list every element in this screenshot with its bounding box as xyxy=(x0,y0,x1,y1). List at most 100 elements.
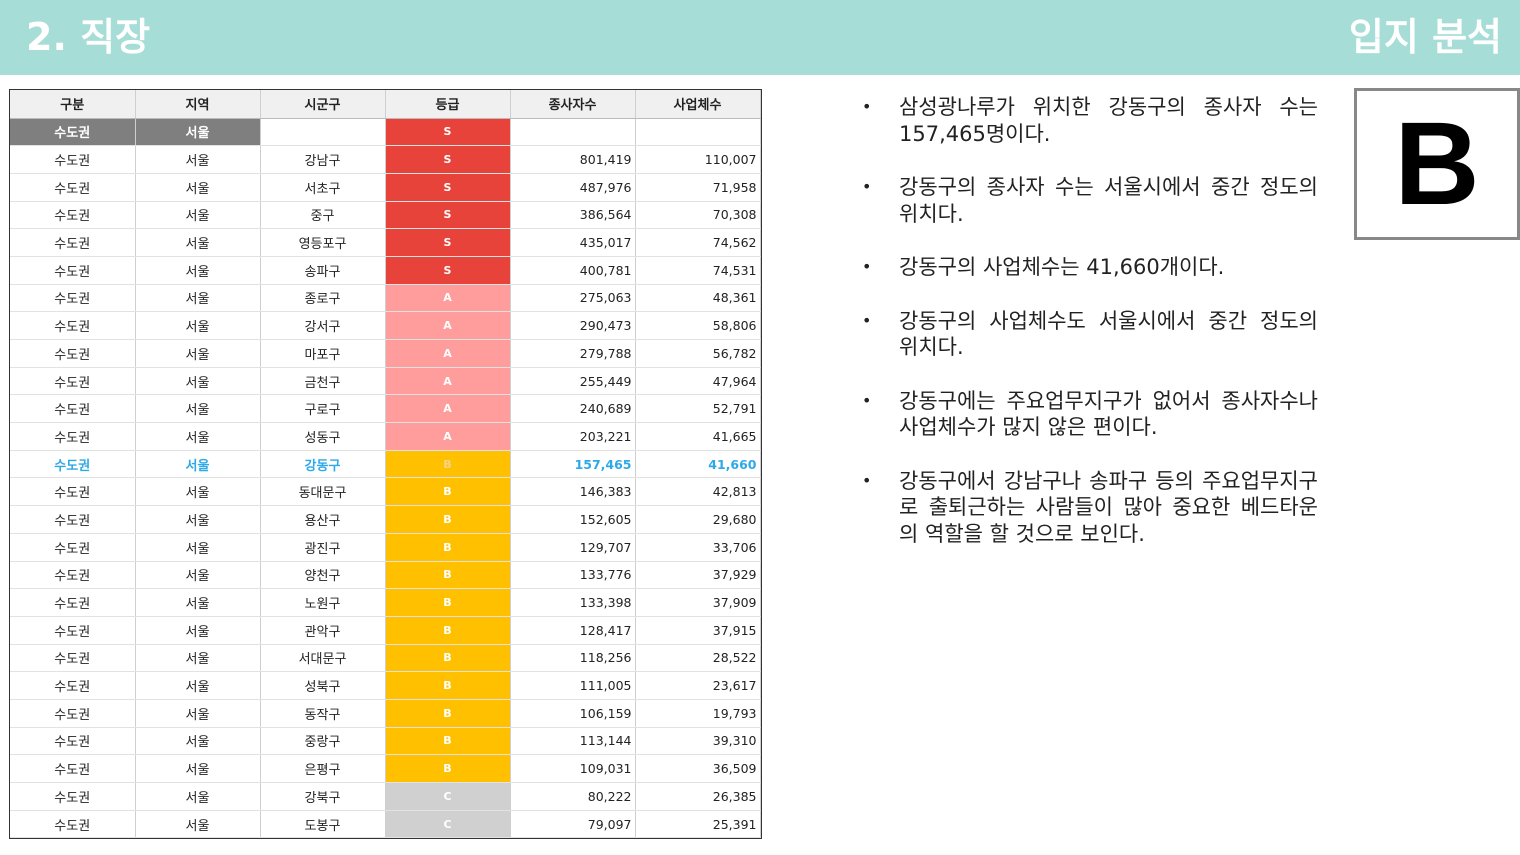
region-cell: 서울 xyxy=(135,810,261,839)
businesses-cell: 48,361 xyxy=(635,284,761,313)
bullet-item: • 강동구의 사업체수는 41,660개이다. xyxy=(862,254,1318,281)
table-row: 수도권 서울 구로구 A 240,689 52,791 xyxy=(10,394,761,424)
workers-cell: 80,222 xyxy=(510,782,636,811)
table-row: 수도권 서울 금천구 A 255,449 47,964 xyxy=(10,367,761,396)
region-cell: 서울 xyxy=(135,422,261,451)
category-cell: 수도권 xyxy=(10,450,136,479)
businesses-cell: 25,391 xyxy=(635,810,761,839)
category-cell: 수도권 xyxy=(10,118,136,147)
grade-cell: S xyxy=(385,256,511,285)
region-cell: 서울 xyxy=(135,201,261,230)
table-row: 수도권 서울 영등포구 S 435,017 74,562 xyxy=(10,228,761,257)
workers-cell: 111,005 xyxy=(510,671,636,700)
businesses-cell: 28,522 xyxy=(635,644,761,673)
workers-cell: 255,449 xyxy=(510,367,636,396)
district-cell: 도봉구 xyxy=(260,810,386,839)
bullet-item: • 강동구에서 강남구나 송파구 등의 주요업무지구로 출퇴근하는 사람들이 많아… xyxy=(862,468,1318,548)
workers-cell: 240,689 xyxy=(510,394,636,424)
businesses-cell: 19,793 xyxy=(635,699,761,728)
region-cell: 서울 xyxy=(135,173,261,202)
region-cell: 서울 xyxy=(135,644,261,673)
grade-cell: A xyxy=(385,311,511,340)
district-cell: 양천구 xyxy=(260,561,386,590)
businesses-cell: 41,660 xyxy=(635,450,761,479)
grade-cell: S xyxy=(385,201,511,230)
workers-cell: 400,781 xyxy=(510,256,636,285)
workers-cell: 275,063 xyxy=(510,284,636,313)
region-cell: 서울 xyxy=(135,754,261,783)
businesses-cell: 74,562 xyxy=(635,228,761,257)
table-row: 수도권 서울 동작구 B 106,159 19,793 xyxy=(10,699,761,728)
grade-cell: B xyxy=(385,616,511,645)
workers-cell: 113,144 xyxy=(510,727,636,756)
workers-cell: 79,097 xyxy=(510,810,636,839)
grade-cell: S xyxy=(385,145,511,174)
bullet-marker: • xyxy=(862,257,872,276)
table-row: 수도권 서울 서초구 S 487,976 71,958 xyxy=(10,173,761,202)
workers-cell: 801,419 xyxy=(510,145,636,174)
district-cell: 광진구 xyxy=(260,533,386,562)
workers-cell: 106,159 xyxy=(510,699,636,728)
table-header-row: 구분 지역 시군구 등급 종사자수 사업체수 xyxy=(10,90,761,119)
table-row: 수도권 서울 도봉구 C 79,097 25,391 xyxy=(10,810,761,839)
grade-cell: S xyxy=(385,118,511,147)
workers-cell: 203,221 xyxy=(510,422,636,451)
region-cell: 서울 xyxy=(135,727,261,756)
bullet-item: • 강동구에는 주요업무지구가 없어서 종사자수나 사업체수가 많지 않은 편이다… xyxy=(862,388,1318,441)
category-cell: 수도권 xyxy=(10,782,136,811)
region-cell: 서울 xyxy=(135,284,261,313)
workers-cell: 279,788 xyxy=(510,339,636,368)
table-row: 수도권 서울 강동구 B 157,465 41,660 xyxy=(10,450,761,479)
bullet-text: 강동구에서 강남구나 송파구 등의 주요업무지구로 출퇴근하는 사람들이 많아 … xyxy=(899,468,1318,546)
grade-cell: A xyxy=(385,284,511,313)
category-cell: 수도권 xyxy=(10,284,136,313)
grade-cell: B xyxy=(385,727,511,756)
workers-cell: 152,605 xyxy=(510,505,636,534)
region-cell: 서울 xyxy=(135,394,261,424)
businesses-cell: 39,310 xyxy=(635,727,761,756)
businesses-cell: 41,665 xyxy=(635,422,761,451)
bullet-marker: • xyxy=(862,177,872,196)
region-cell: 서울 xyxy=(135,699,261,728)
grade-cell: B xyxy=(385,588,511,617)
businesses-cell: 52,791 xyxy=(635,394,761,424)
category-cell: 수도권 xyxy=(10,616,136,645)
region-cell: 서울 xyxy=(135,477,261,507)
grade-cell: A xyxy=(385,339,511,368)
category-cell: 수도권 xyxy=(10,561,136,590)
analysis-bullets: • 삼성광나루가 위치한 강동구의 종사자 수는 157,465명이다. • 강동구의… xyxy=(862,94,1318,574)
district-cell: 동대문구 xyxy=(260,477,386,507)
workers-cell: 435,017 xyxy=(510,228,636,257)
bullet-marker: • xyxy=(862,97,872,116)
district-cell: 강북구 xyxy=(260,782,386,811)
grade-cell: B xyxy=(385,533,511,562)
category-cell: 수도권 xyxy=(10,477,136,507)
grade-cell: C xyxy=(385,782,511,811)
category-cell: 수도권 xyxy=(10,671,136,700)
district-cell xyxy=(260,118,386,147)
businesses-cell: 71,958 xyxy=(635,173,761,202)
district-cell: 중랑구 xyxy=(260,727,386,756)
category-cell: 수도권 xyxy=(10,339,136,368)
bullet-item: • 강동구의 종사자 수는 서울시에서 중간 정도의 위치다. xyxy=(862,174,1318,227)
grade-cell: A xyxy=(385,422,511,451)
table-row: 수도권 서울 마포구 A 279,788 56,782 xyxy=(10,339,761,368)
category-cell: 수도권 xyxy=(10,367,136,396)
grade-cell: B xyxy=(385,644,511,673)
district-cell: 용산구 xyxy=(260,505,386,534)
bullet-marker: • xyxy=(862,470,872,490)
grade-badge-letter: B xyxy=(1394,98,1480,230)
bullet-item: • 강동구의 사업체수도 서울시에서 중간 정도의 위치다. xyxy=(862,308,1318,361)
category-cell: 수도권 xyxy=(10,533,136,562)
category-cell: 수도권 xyxy=(10,754,136,783)
grade-badge: B xyxy=(1354,88,1520,240)
table-row: 수도권 서울 용산구 B 152,605 29,680 xyxy=(10,505,761,534)
header-bar: 2. 직장 입지 분석 xyxy=(0,0,1520,75)
district-cell: 동작구 xyxy=(260,699,386,728)
businesses-cell: 26,385 xyxy=(635,782,761,811)
district-cell: 강동구 xyxy=(260,450,386,479)
category-cell: 수도권 xyxy=(10,644,136,673)
region-cell: 서울 xyxy=(135,118,261,147)
category-cell: 수도권 xyxy=(10,145,136,174)
category-cell: 수도권 xyxy=(10,228,136,257)
